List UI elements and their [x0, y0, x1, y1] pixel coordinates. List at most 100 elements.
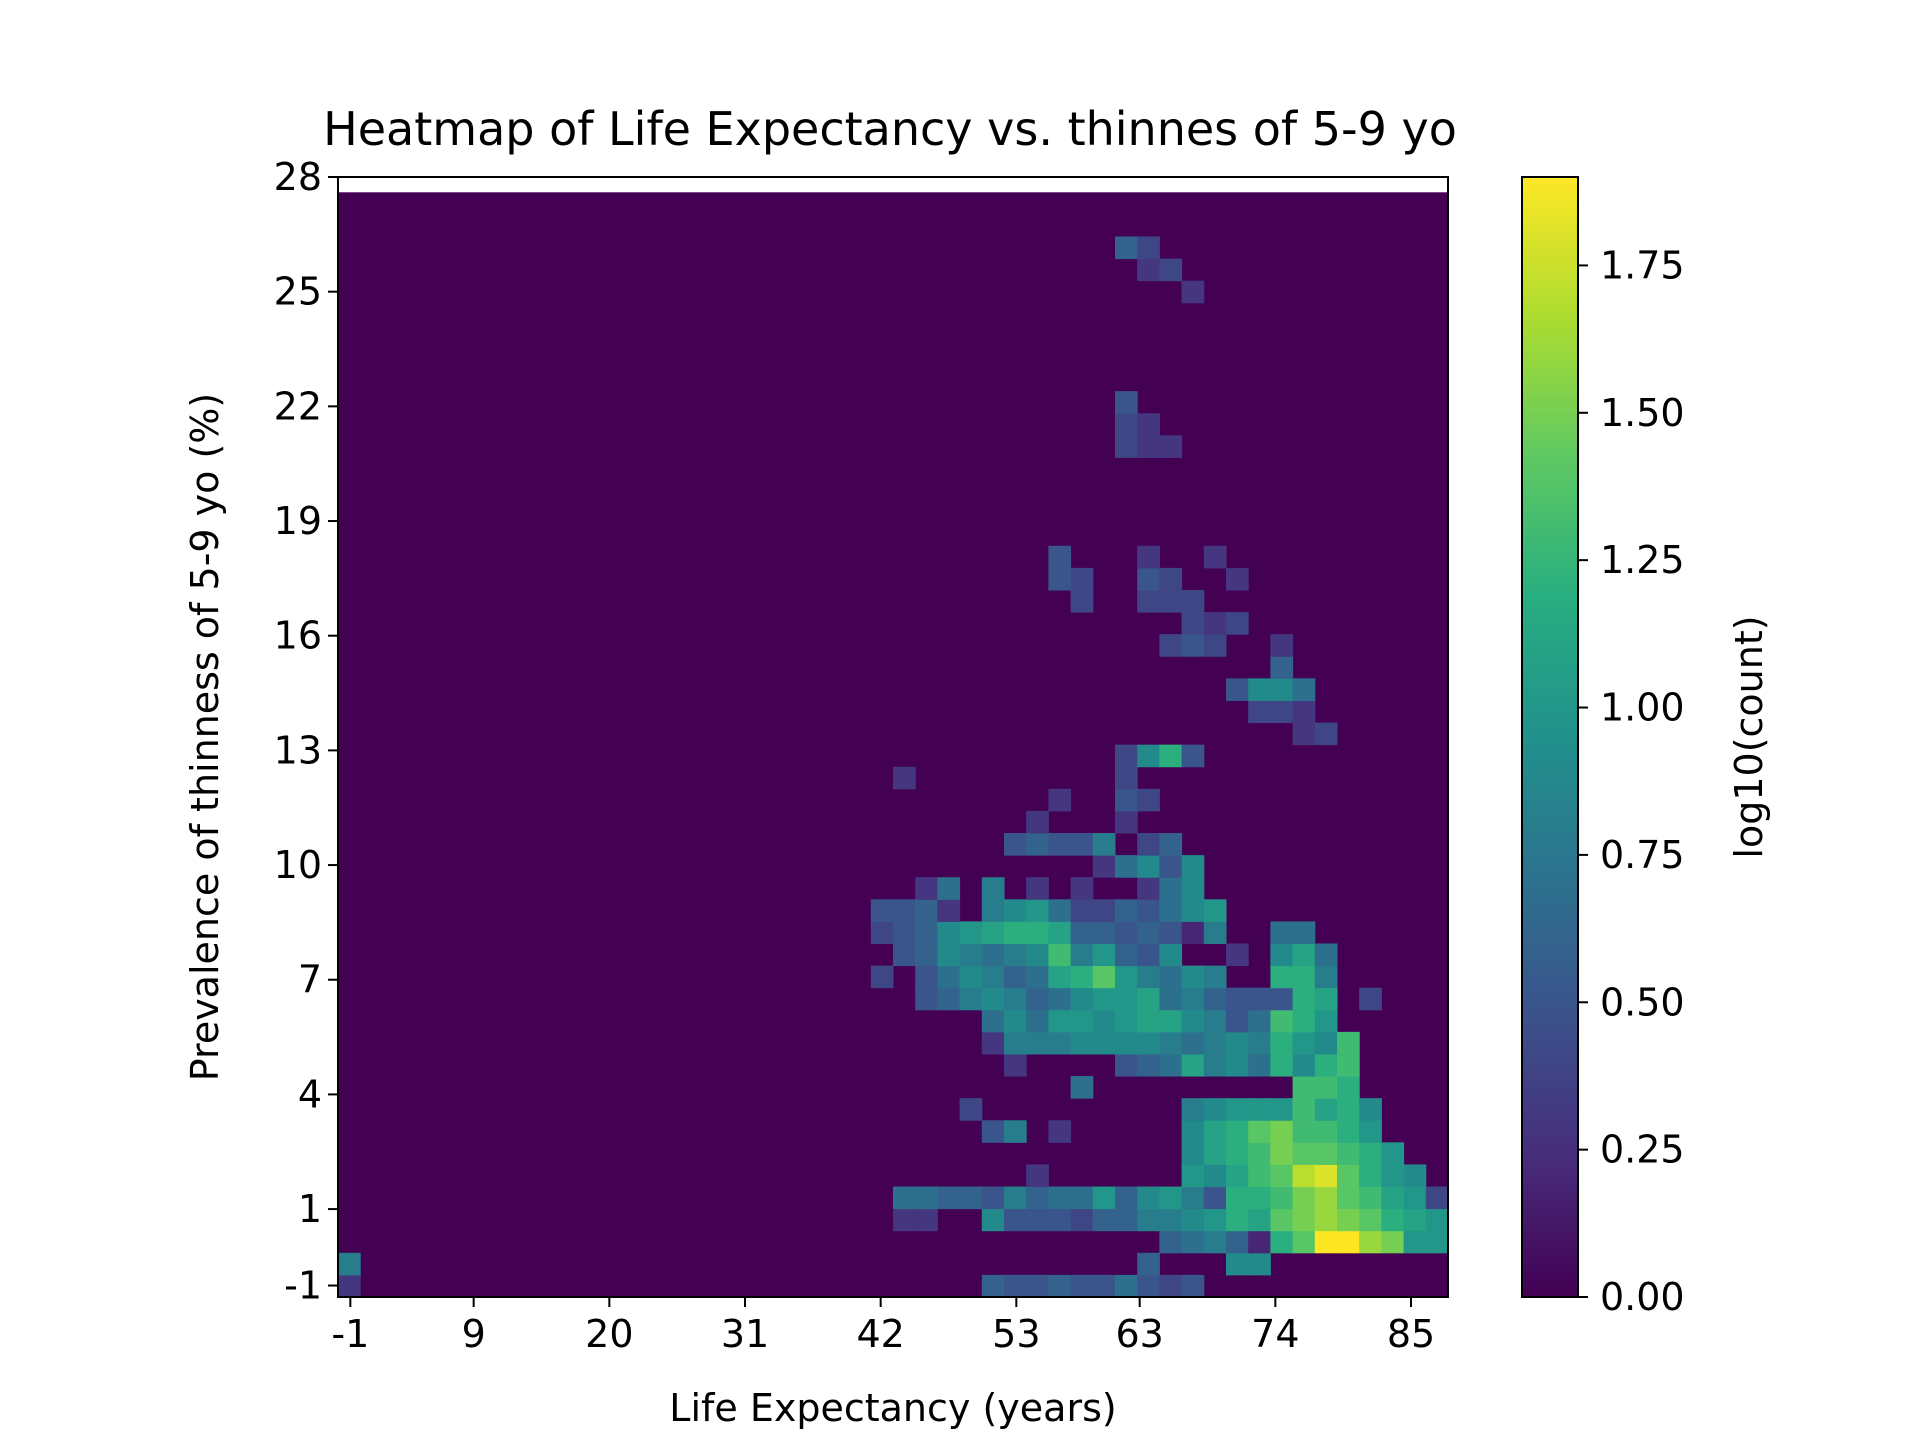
heatmap-cell — [1048, 1009, 1072, 1033]
heatmap-cell — [1181, 1120, 1205, 1143]
heatmap-cell — [1203, 1230, 1227, 1254]
heatmap-cell — [1115, 1274, 1138, 1298]
heatmap-cell — [1337, 1076, 1360, 1099]
heatmap-cell — [1314, 1098, 1338, 1121]
heatmap-cell — [1004, 987, 1027, 1011]
heatmap-cell — [1359, 1186, 1382, 1210]
heatmap-cell — [1203, 965, 1227, 989]
heatmap-cell — [1314, 1009, 1338, 1033]
y-tick-label: 25 — [274, 270, 322, 314]
heatmap-cell — [959, 987, 983, 1011]
heatmap-cell — [1226, 1252, 1249, 1276]
heatmap-cell — [1070, 1009, 1094, 1033]
colorbar-tick-label: 0.00 — [1600, 1275, 1685, 1319]
heatmap-cell — [1181, 877, 1205, 900]
heatmap-cell — [1159, 634, 1183, 657]
heatmap-cell — [1248, 1098, 1271, 1121]
heatmap-cell — [1270, 1009, 1294, 1033]
heatmap-cell — [1270, 965, 1294, 989]
heatmap-cell — [1292, 965, 1316, 989]
heatmap-cell — [1070, 987, 1094, 1011]
heatmap-cell — [1115, 435, 1138, 458]
heatmap-cell — [893, 921, 916, 944]
heatmap-cell — [870, 921, 894, 944]
colorbar-tick-label: 0.75 — [1600, 833, 1685, 877]
heatmap-cell — [1181, 1142, 1205, 1165]
y-tick-label: 7 — [298, 958, 322, 1002]
x-tick-label: 63 — [1115, 1312, 1163, 1356]
heatmap-cell — [1203, 1031, 1227, 1055]
heatmap-cell — [1115, 987, 1138, 1011]
heatmap-cell — [1337, 1208, 1360, 1232]
y-axis-ticks: -1 1 4 7 10 13 16 19 22 25 28 — [274, 155, 338, 1308]
heatmap-cell — [1292, 1031, 1316, 1055]
heatmap-cell — [1070, 589, 1094, 613]
colorbar-tick-label: 1.75 — [1600, 243, 1685, 287]
heatmap-cell — [1159, 921, 1183, 944]
heatmap-cell — [1248, 1252, 1271, 1276]
heatmap-cell — [1159, 877, 1183, 900]
heatmap-cell — [1092, 1186, 1116, 1210]
heatmap-cell — [1026, 943, 1049, 967]
heatmap-cell — [1226, 567, 1249, 591]
y-tick-label: 4 — [298, 1072, 322, 1116]
heatmap-cell — [1226, 1230, 1249, 1254]
chart-title: Heatmap of Life Expectancy vs. thinnes o… — [323, 102, 1457, 156]
heatmap-cell — [1226, 1186, 1249, 1210]
heatmap-cell — [1092, 965, 1116, 989]
heatmap-cell — [1337, 1120, 1360, 1143]
heatmap-cell — [1048, 1186, 1072, 1210]
heatmap-cell — [870, 899, 894, 922]
heatmap-cell — [1292, 987, 1316, 1011]
plot-frame — [337, 176, 1449, 1298]
heatmap-cell — [1270, 1208, 1294, 1232]
heatmap-cell — [1137, 987, 1160, 1011]
heatmap-cell — [1159, 855, 1183, 878]
heatmap-cell — [1159, 943, 1183, 967]
heatmap-cell — [1181, 589, 1205, 613]
y-tick-label: 16 — [274, 614, 322, 658]
heatmap-cell — [1137, 1031, 1160, 1055]
heatmap-cell — [1026, 1031, 1049, 1055]
heatmap-cell — [338, 1274, 361, 1298]
heatmap-cell — [1203, 921, 1227, 944]
heatmap-cell — [1115, 1186, 1138, 1210]
heatmap-cell — [1203, 634, 1227, 657]
heatmap-cell — [1292, 1009, 1316, 1033]
heatmap-cell — [1159, 1031, 1183, 1055]
heatmap-cell — [1203, 1009, 1227, 1033]
heatmap-cell — [981, 965, 1005, 989]
x-tick-label: 31 — [721, 1312, 769, 1356]
heatmap-cell — [1181, 612, 1205, 635]
heatmap-cell — [1270, 1031, 1294, 1055]
heatmap-cell — [959, 1098, 983, 1121]
heatmap-cell — [1159, 567, 1183, 591]
heatmap-cell — [1026, 921, 1049, 944]
heatmap-cell — [1115, 899, 1138, 922]
heatmap-cell — [1270, 921, 1294, 944]
heatmap-cell — [1004, 1031, 1027, 1055]
heatmap-cell — [1092, 833, 1116, 856]
heatmap-cell — [1115, 1009, 1138, 1033]
heatmap-cell — [1092, 1031, 1116, 1055]
heatmap-cell — [1115, 391, 1138, 414]
heatmap-cell — [1181, 921, 1205, 944]
heatmap-cell — [1292, 1208, 1316, 1232]
heatmap-cell — [1181, 1186, 1205, 1210]
heatmap-cell — [1203, 1208, 1227, 1232]
heatmap-cell — [959, 965, 983, 989]
heatmap-cell — [1026, 1164, 1049, 1188]
heatmap-cell — [1004, 1186, 1027, 1210]
heatmap-cell — [1137, 589, 1160, 613]
heatmap-cell — [1248, 1053, 1271, 1077]
heatmap-cell — [1070, 965, 1094, 989]
heatmap-cell — [1181, 1164, 1205, 1188]
heatmap-cell — [1270, 700, 1294, 724]
heatmap-cell — [959, 1186, 983, 1210]
heatmap-cell — [1248, 987, 1271, 1011]
heatmap-cell — [1137, 1252, 1160, 1276]
heatmap-cell — [1403, 1186, 1427, 1210]
heatmap-cell — [1270, 678, 1294, 701]
colorbar-tick-label: 0.50 — [1600, 980, 1685, 1024]
y-tick-label: 13 — [274, 728, 322, 772]
